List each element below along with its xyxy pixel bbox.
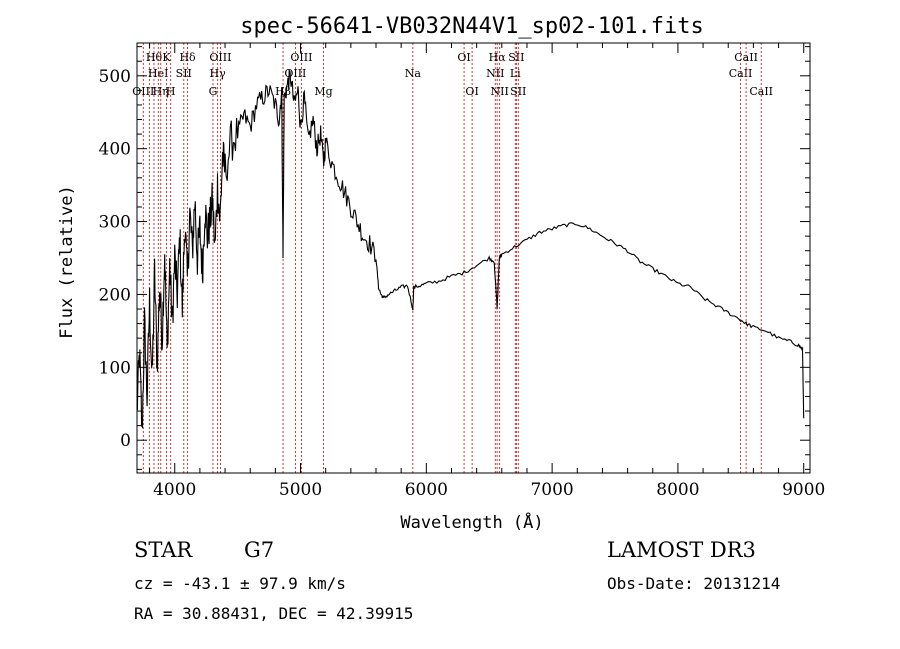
line-marker-label-8: Hδ bbox=[179, 51, 196, 64]
spectrum-line bbox=[136, 69, 805, 429]
line-marker-label-6: H bbox=[166, 85, 176, 98]
line-marker-label-10: Hγ bbox=[210, 67, 227, 80]
y-tick-label-3: 300 bbox=[99, 213, 131, 233]
object-class: STAR bbox=[134, 538, 193, 562]
line-marker-label-11: OIII bbox=[209, 51, 231, 64]
line-marker-label-4: Hη bbox=[153, 85, 169, 98]
line-marker-label-5: K bbox=[162, 51, 171, 64]
obs-date: Obs-Date: 20131214 bbox=[607, 574, 781, 593]
x-tick-label-1: 5000 bbox=[279, 480, 322, 500]
y-tick-label-1: 100 bbox=[99, 358, 131, 378]
line-marker-label-2: Hθ bbox=[146, 51, 163, 64]
line-marker-label-15: Mg bbox=[314, 85, 332, 98]
line-marker-label-14: OIII bbox=[290, 51, 312, 64]
y-tick-label-5: 500 bbox=[99, 67, 131, 87]
line-marker-label-24: SII bbox=[510, 85, 526, 98]
x-axis-label: Wavelength (Å) bbox=[400, 511, 543, 533]
line-marker-label-20: Hα bbox=[489, 51, 507, 64]
line-marker-label-27: CaII bbox=[749, 85, 773, 98]
line-marker-label-19: NII bbox=[486, 67, 504, 80]
plot-frame bbox=[136, 42, 811, 474]
axis-ticks: 4000 5000 6000 7000 8000 9000 0 100 200 300 400 500 bbox=[99, 43, 825, 500]
y-tick-label-4: 400 bbox=[99, 140, 131, 160]
y-axis-label: Flux (relative) bbox=[57, 185, 77, 339]
y-tick-label-0: 0 bbox=[120, 431, 131, 451]
line-marker-label-21: NII bbox=[491, 85, 509, 98]
line-marker-label-0: OIII bbox=[132, 85, 154, 98]
line-marker-label-16: Na bbox=[405, 67, 422, 80]
redshift-readout: cz = -43.1 ± 97.9 km/s bbox=[134, 574, 346, 593]
x-tick-label-0: 4000 bbox=[153, 480, 196, 500]
y-tick-label-2: 200 bbox=[99, 285, 131, 305]
x-tick-label-5: 9000 bbox=[782, 480, 825, 500]
coordinates: RA = 30.88431, DEC = 42.39915 bbox=[134, 604, 414, 623]
line-marker-label-17: OI bbox=[457, 51, 470, 64]
line-marker-label-26: CaII bbox=[734, 51, 758, 64]
line-marker-label-18: OI bbox=[465, 85, 478, 98]
x-tick-label-2: 6000 bbox=[405, 480, 448, 500]
x-tick-label-3: 7000 bbox=[530, 480, 573, 500]
emission-line-markers: OIIIHθHeIHηKHSIIHδGHγOIIIHβOIIIOIIIMgNaO… bbox=[132, 43, 773, 473]
line-marker-label-23: SII bbox=[508, 51, 524, 64]
line-marker-label-9: G bbox=[209, 85, 218, 98]
line-marker-label-25: CaII bbox=[729, 67, 753, 80]
line-marker-label-7: SII bbox=[176, 67, 192, 80]
x-tick-label-4: 8000 bbox=[656, 480, 699, 500]
line-marker-label-3: HeI bbox=[148, 67, 168, 80]
object-subclass: G7 bbox=[244, 538, 275, 562]
survey-label: LAMOST DR3 bbox=[607, 538, 756, 562]
chart-title: spec-56641-VB032N44V1_sp02-101.fits bbox=[240, 14, 704, 39]
line-marker-label-22: Li bbox=[510, 67, 521, 80]
